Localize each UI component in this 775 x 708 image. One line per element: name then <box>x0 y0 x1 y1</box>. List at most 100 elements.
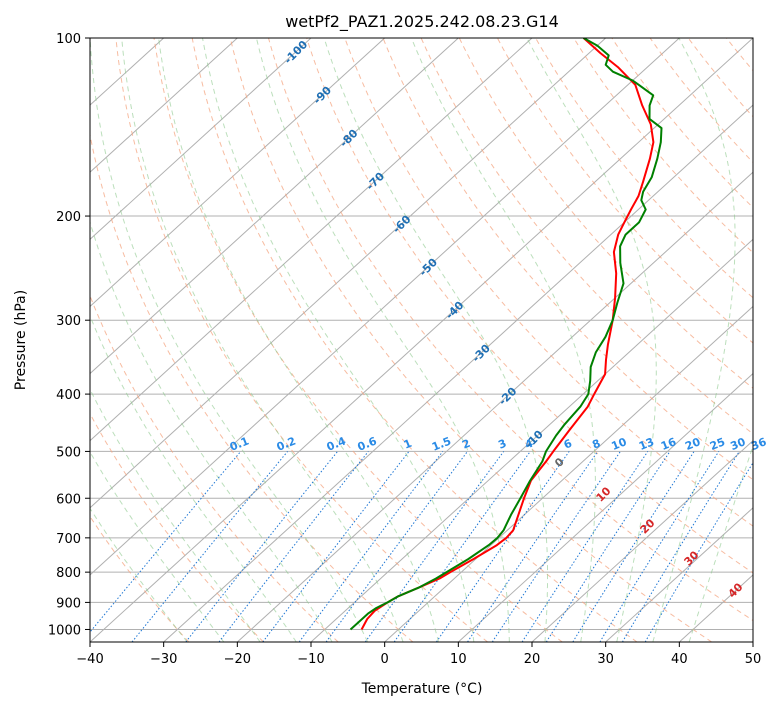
mixing-ratio-label: 2 <box>460 437 472 452</box>
mixing-ratio-line <box>218 451 369 642</box>
moist-adiabat-line <box>121 38 404 642</box>
moist-adiabat-label: 20 <box>638 516 658 536</box>
mixing-ratio-line <box>298 451 444 642</box>
dry-adiabat-line <box>268 38 753 622</box>
mixing-ratio-line <box>621 451 740 642</box>
dry-adiabat-line <box>90 412 264 642</box>
dry-adiabat-line <box>573 38 753 254</box>
isotherm-line <box>90 38 459 375</box>
axis-ticks: −40 −30 −20 −10 0 10 20 30 40 50 1000 900 800 700 600 5… <box>48 32 761 667</box>
dry-adiabat-line <box>726 38 753 72</box>
series-layer <box>349 38 663 631</box>
isotherm-line <box>90 38 607 509</box>
y-tick-label: 700 <box>56 532 81 547</box>
isoline-labels: 0.1 0.2 0.4 0.6 1 1.5 2 3 4 6 8 10 13 16 20 25 30 36-100-… <box>228 38 769 601</box>
mixing-ratio-line <box>364 451 505 642</box>
mixing-ratio-line <box>262 451 410 642</box>
mixing-ratio-line <box>90 451 242 633</box>
isotherm-line <box>236 171 753 642</box>
temperature-line <box>360 38 655 630</box>
moist-adiabat-line <box>410 38 596 642</box>
y-tick-label: 800 <box>56 566 81 581</box>
dry-adiabat-line <box>90 515 190 642</box>
isotherm-line <box>90 38 238 173</box>
moist-adiabat-line <box>90 314 297 642</box>
mixing-ratio-line <box>521 451 649 642</box>
mixing-ratio-label: 13 <box>637 435 656 453</box>
isotherm-line <box>90 38 680 576</box>
x-tick-label: 0 <box>381 652 389 667</box>
dry-adiabat-line <box>765 38 775 642</box>
mixing-ratio-line <box>131 451 288 642</box>
y-tick-label: 400 <box>56 388 81 403</box>
y-tick-label: 300 <box>56 314 81 329</box>
x-tick-label: 50 <box>745 652 762 667</box>
y-tick-label: 200 <box>56 210 81 225</box>
moist-adiabat-line <box>90 450 225 642</box>
isotherm-line <box>310 238 753 642</box>
moist-adiabat-line <box>323 38 548 642</box>
x-tick-label: −20 <box>224 652 251 667</box>
mixing-ratio-label: 10 <box>610 435 629 453</box>
moist-adiabat-line <box>90 38 369 642</box>
x-tick-label: 40 <box>671 652 688 667</box>
plot-frame <box>89 37 754 643</box>
moist-adiabat-line <box>688 444 753 642</box>
mixing-ratio-label: 30 <box>728 435 747 453</box>
dry-adiabat-line <box>382 38 753 481</box>
x-tick-label: 20 <box>524 652 541 667</box>
dry-adiabat-line <box>306 38 753 574</box>
isotherm-line <box>90 38 386 308</box>
dry-adiabat-line <box>344 38 753 527</box>
mixing-ratio-label: 16 <box>659 435 678 453</box>
x-tick-label: 30 <box>597 652 614 667</box>
isotherm-line <box>90 38 753 642</box>
dry-adiabat-line <box>687 38 753 118</box>
mixing-ratio-label: 36 <box>749 435 768 453</box>
mixing-ratio-label: 6 <box>562 437 574 452</box>
isotherm-line <box>605 507 753 642</box>
dry-adiabat-line <box>496 38 753 344</box>
y-tick-label: 500 <box>56 445 81 460</box>
mixing-ratio-label: 0.6 <box>356 434 379 453</box>
mixing-ratio-line <box>644 461 753 642</box>
y-tick-label: 600 <box>56 492 81 507</box>
moist-adiabat-line <box>90 220 333 642</box>
mixing-ratio-label: 20 <box>683 435 702 453</box>
dry-adiabat-line <box>153 38 563 642</box>
isotherm-line <box>90 38 312 241</box>
moist-adiabat-line <box>526 38 657 642</box>
moist-adiabat-line <box>255 38 510 642</box>
mixing-ratio-label: 3 <box>496 437 508 452</box>
mixing-ratio-label: 1 <box>402 437 414 452</box>
y-axis-label: Pressure (hPa) <box>13 290 29 390</box>
y-tick-label: 1000 <box>48 623 81 638</box>
x-axis-label: Temperature (°C) <box>361 681 483 697</box>
isotherm-line <box>457 372 753 642</box>
moist-adiabat-line <box>652 38 736 642</box>
dry-adiabat-line <box>649 38 753 164</box>
x-tick-label: −30 <box>150 652 177 667</box>
dry-adiabat-line <box>229 38 712 642</box>
moist-adiabat-line <box>202 38 475 642</box>
dry-adiabat-line <box>90 294 339 642</box>
y-tick-label: 900 <box>56 596 81 611</box>
isotherm-line <box>163 104 753 642</box>
y-tick-label: 100 <box>56 32 81 47</box>
moist-adiabat-line <box>158 38 439 642</box>
mixing-ratio-line <box>545 451 671 642</box>
mixing-ratio-line <box>572 451 695 642</box>
mixing-ratio-label: 0.4 <box>325 434 348 453</box>
isotherm-line <box>531 439 753 642</box>
dry-adiabat-line <box>90 132 414 642</box>
mixing-ratio-line <box>491 451 621 642</box>
moist-adiabat-label: 10 <box>594 484 614 504</box>
mixing-ratio-line <box>599 451 720 642</box>
mixing-ratio-line <box>185 451 338 642</box>
mixing-ratio-label: 25 <box>708 435 727 453</box>
dry-adiabat-line <box>535 38 753 299</box>
mixing-ratio-label: 8 <box>590 437 602 452</box>
dry-adiabat-line <box>191 38 638 642</box>
dry-adiabat-line <box>115 38 488 642</box>
